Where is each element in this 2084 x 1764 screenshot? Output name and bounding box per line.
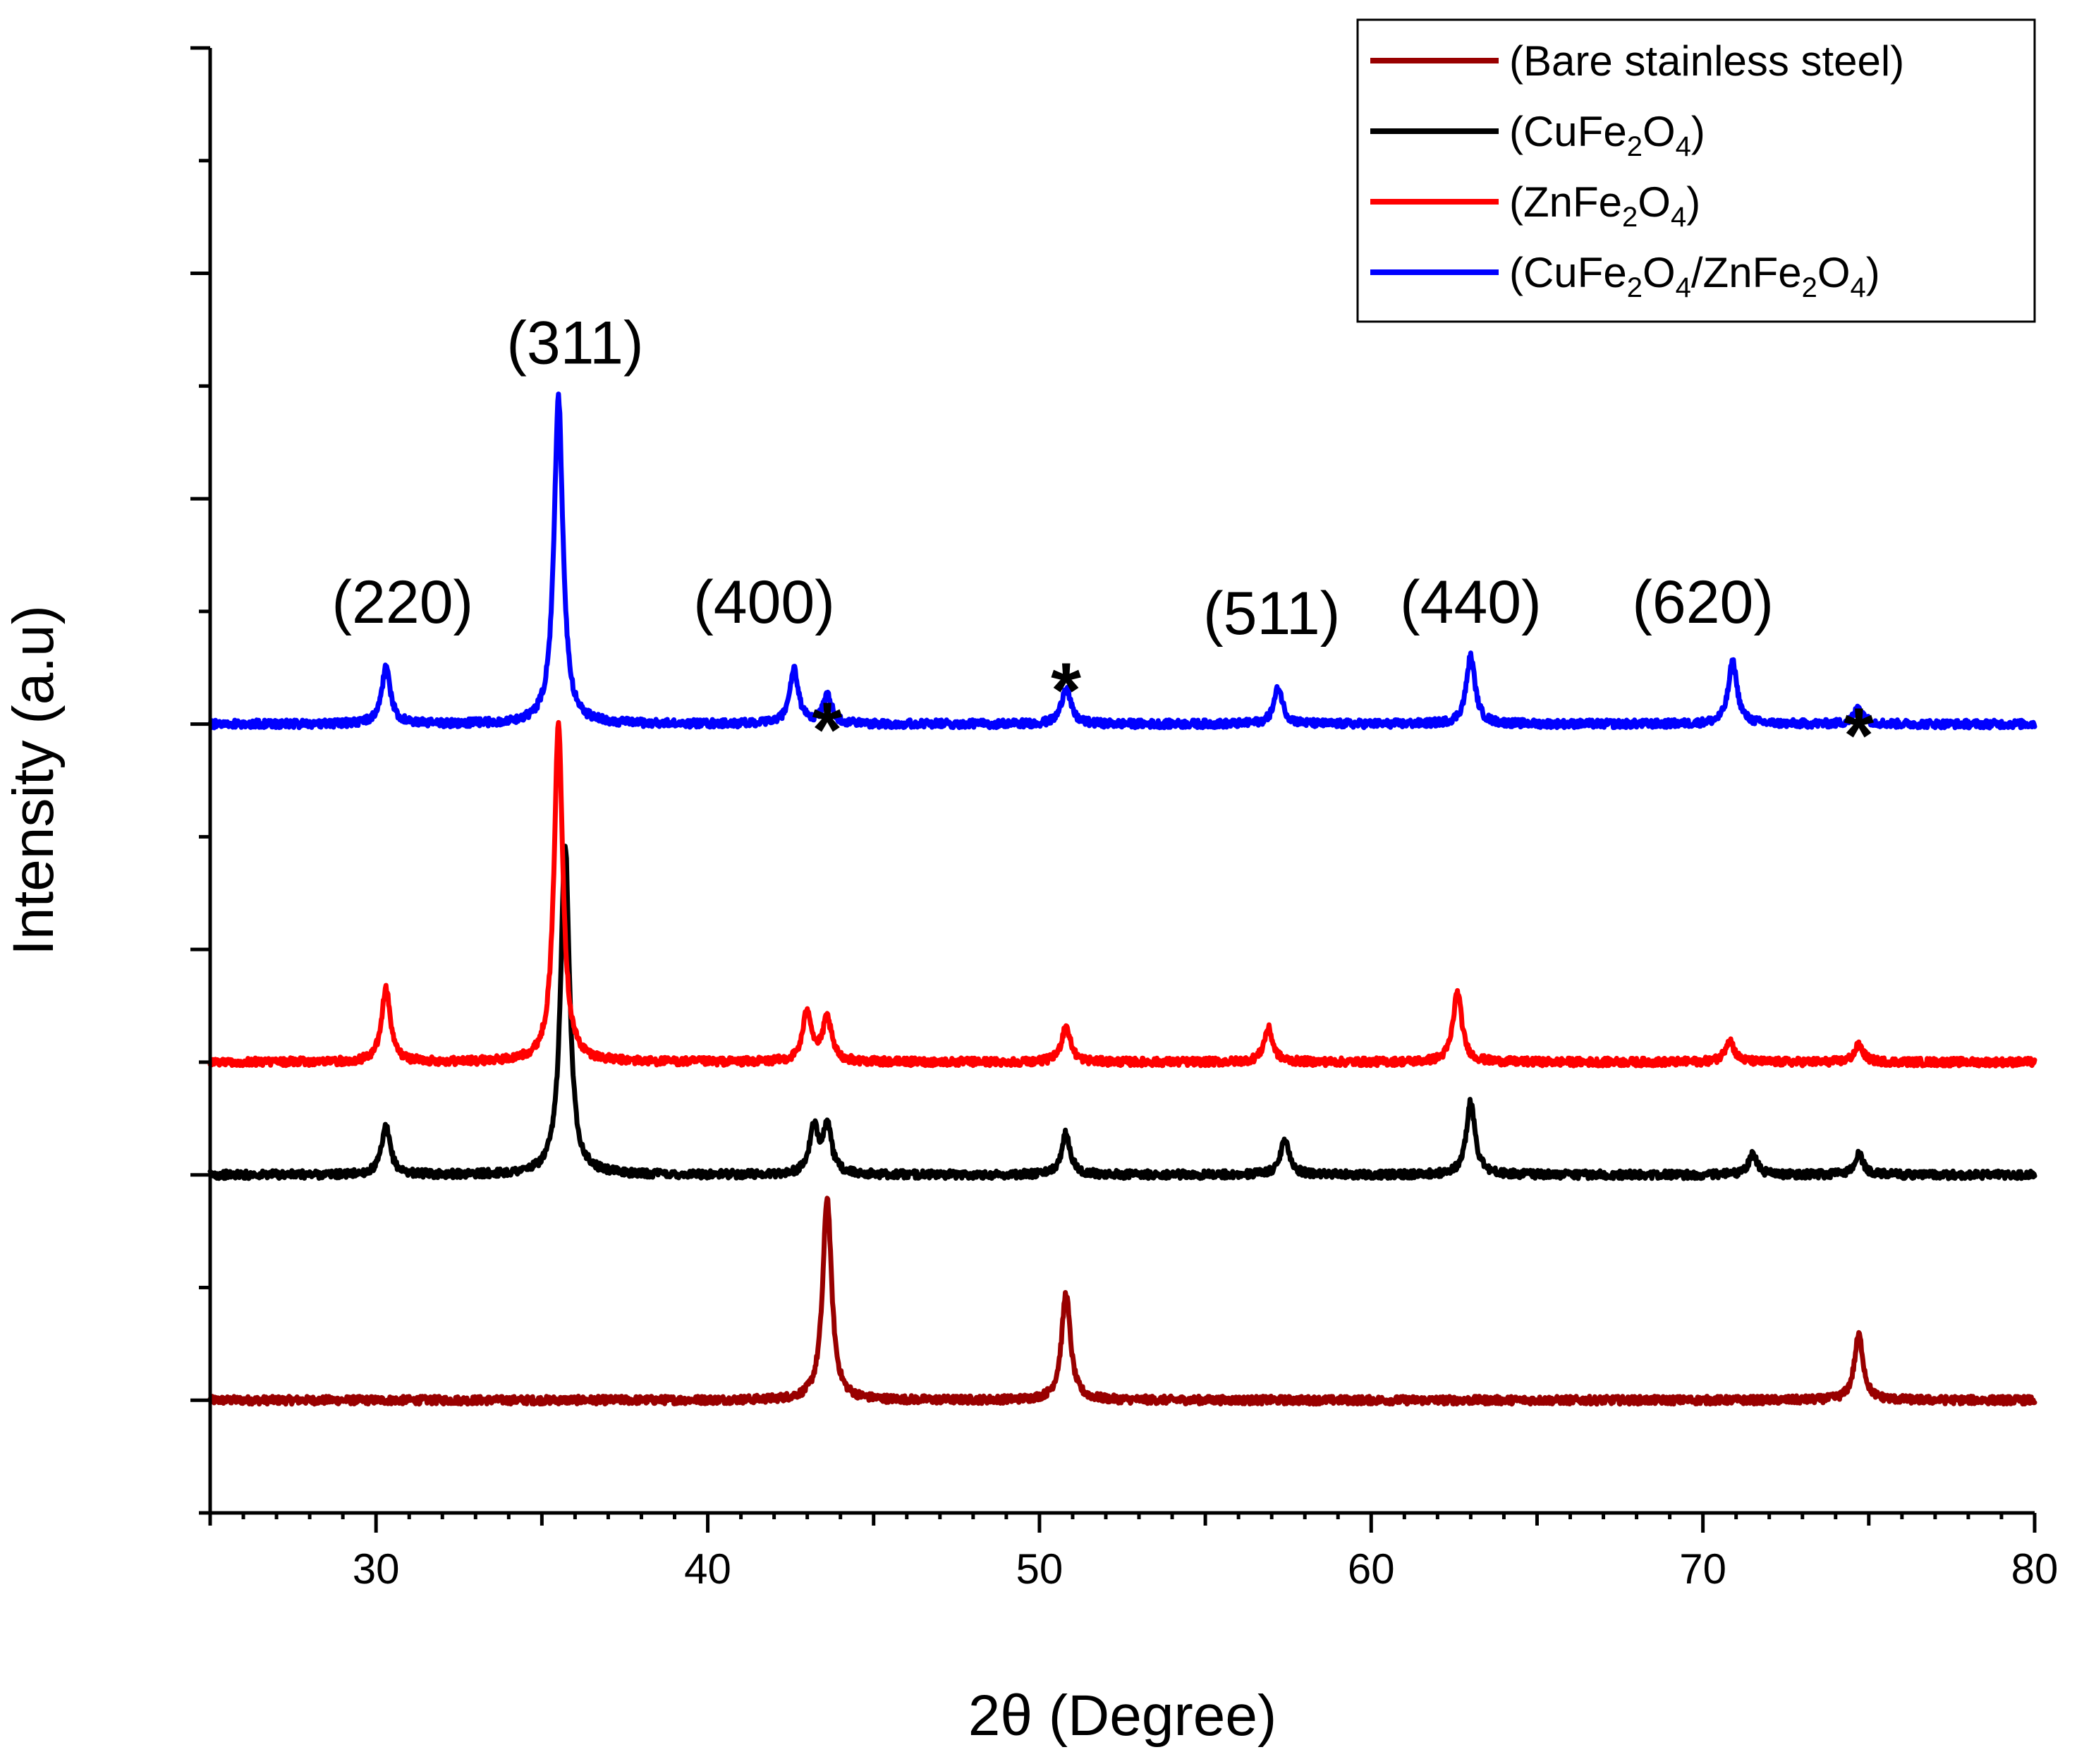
peak-annotation: (620) (1632, 568, 1774, 636)
x-tick-label: 50 (1016, 1545, 1064, 1593)
star-annotation: * (1051, 647, 1081, 734)
legend: (Bare stainless steel) (CuFe2O4) (ZnFe2O4)… (1356, 18, 2036, 323)
legend-label: (Bare stainless steel) (1509, 37, 1904, 85)
legend-items: (Bare stainless steel) (CuFe2O4) (ZnFe2O4)… (1370, 37, 1904, 303)
ticks-layer: 30 40 50 60 70 80 (190, 46, 2059, 1593)
x-tick-label: 80 (2011, 1545, 2059, 1593)
peak-annotation: (400) (693, 568, 835, 636)
legend-label: (CuFe2O4/ZnFe2O4) (1509, 249, 1880, 303)
star-annotation: * (812, 687, 842, 774)
x-tick-label: 70 (1679, 1545, 1726, 1593)
series-line-2 (207, 719, 2037, 1069)
peak-annotation: (311) (506, 309, 643, 377)
x-tick-label: 30 (353, 1545, 400, 1593)
axes-layer (208, 48, 2035, 1515)
legend-label: (ZnFe2O4) (1509, 178, 1700, 233)
peak-annotation: (220) (331, 568, 473, 636)
y-axis-title: Intensity (a.u) (1, 605, 66, 956)
x-axis-title: 2θ (Degree) (968, 1684, 1277, 1748)
annotation-layer: (220) (311) (400) * * (511) (440) (620) * (331, 309, 1874, 779)
x-tick-label: 40 (684, 1545, 731, 1593)
x-tick-label: 60 (1348, 1545, 1395, 1593)
series-layer (207, 391, 2037, 1407)
series-line-0 (207, 1196, 2037, 1407)
peak-annotation: (440) (1400, 568, 1542, 636)
legend-label: (CuFe2O4) (1509, 108, 1705, 162)
star-annotation: * (1844, 693, 1874, 779)
series-line-1 (207, 844, 2037, 1181)
peak-annotation: (511) (1203, 580, 1340, 647)
series-line-3 (207, 391, 2037, 731)
